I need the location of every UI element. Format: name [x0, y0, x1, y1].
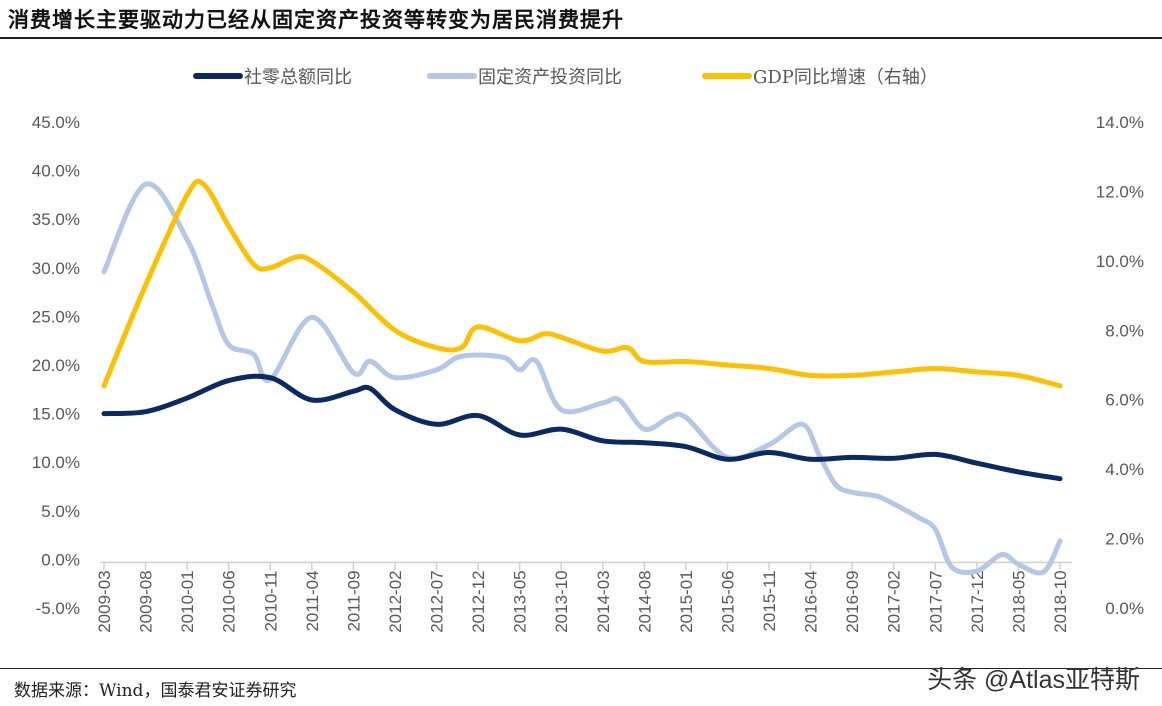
- y-right-tick-label: 14.0%: [1096, 113, 1144, 132]
- x-tick-label: 2010-11: [261, 570, 280, 631]
- x-tick-label: 2015-11: [760, 570, 779, 631]
- series-lines: [101, 178, 1063, 576]
- y-left-tick-label: 10.0%: [32, 453, 80, 472]
- y-left-tick-label: 35.0%: [32, 210, 80, 229]
- x-tick-label: 2014-03: [594, 570, 613, 632]
- y-left-tick-label: 5.0%: [41, 502, 80, 521]
- y-left-tick-label: 15.0%: [32, 405, 80, 424]
- series-line-3: [101, 178, 1063, 389]
- source-rule: [0, 668, 1162, 669]
- x-tick-label: 2012-12: [469, 570, 488, 632]
- y-left-tick-label: 30.0%: [32, 259, 80, 278]
- y-left-tick-label: 40.0%: [32, 162, 80, 181]
- y-right-tick-label: 2.0%: [1105, 530, 1144, 549]
- x-tick-label: 2013-10: [552, 570, 571, 632]
- series-line-1: [101, 373, 1063, 482]
- x-tick-label: 2009-08: [137, 570, 156, 632]
- y-left-tick-label: -5.0%: [36, 599, 80, 618]
- x-tick-label: 2011-04: [303, 570, 322, 631]
- watermark: 头条 @Atlas亚特斯: [927, 666, 1140, 694]
- y-left-tick-label: 45.0%: [32, 113, 80, 132]
- x-tick-label: 2012-07: [428, 570, 447, 632]
- title-rule: [0, 37, 1162, 39]
- x-tick-label: 2017-12: [968, 570, 987, 632]
- legend-label: 社零总额同比: [244, 67, 352, 88]
- series-line-2: [101, 181, 1063, 576]
- y-left-tick-label: 20.0%: [32, 356, 80, 375]
- x-tick-label: 2009-03: [95, 570, 114, 632]
- y-right-tick-label: 10.0%: [1096, 252, 1144, 271]
- x-tick-label: 2016-09: [843, 570, 862, 632]
- x-tick-label: 2018-10: [1051, 570, 1070, 632]
- y-left-tick-label: 0.0%: [41, 550, 80, 569]
- y-right-tick-label: 0.0%: [1105, 599, 1144, 618]
- x-tick-label: 2014-08: [635, 570, 654, 632]
- x-tick-label: 2018-05: [1009, 570, 1028, 632]
- y-right-tick-label: 8.0%: [1105, 321, 1144, 340]
- y-right-tick-label: 4.0%: [1105, 460, 1144, 479]
- source-note: 数据来源：Wind，国泰君安证券研究: [14, 681, 297, 701]
- axes: -5.0% 0.0% 5.0% 10.0% 15.0% 20.0% 25.0% 30.0% 35…: [32, 113, 1144, 633]
- chart-title: 消费增长主要驱动力已经从固定资产投资等转变为居民消费提升: [8, 7, 624, 32]
- x-tick-label: 2011-09: [344, 570, 363, 631]
- x-tick-label: 2010-01: [178, 570, 197, 632]
- x-tick-label: 2017-07: [926, 570, 945, 632]
- y-right-tick-label: 6.0%: [1105, 391, 1144, 410]
- x-tick-label: 2015-01: [677, 570, 696, 632]
- x-tick-label: 2015-06: [718, 570, 737, 632]
- x-tick-label: 2013-05: [511, 570, 530, 632]
- legend-label: GDP同比增速（右轴）: [753, 67, 938, 88]
- x-tick-label: 2012-02: [386, 570, 405, 632]
- x-tick-label: 2010-06: [220, 570, 239, 632]
- y-left-tick-label: 25.0%: [32, 307, 80, 326]
- legend: 社零总额同比 固定资产投资同比 GDP同比增速（右轴）: [193, 67, 938, 88]
- legend-label: 固定资产投资同比: [478, 67, 622, 88]
- y-right-tick-label: 12.0%: [1096, 182, 1144, 201]
- x-tick-label: 2016-04: [802, 570, 821, 632]
- x-tick-label: 2017-02: [885, 570, 904, 632]
